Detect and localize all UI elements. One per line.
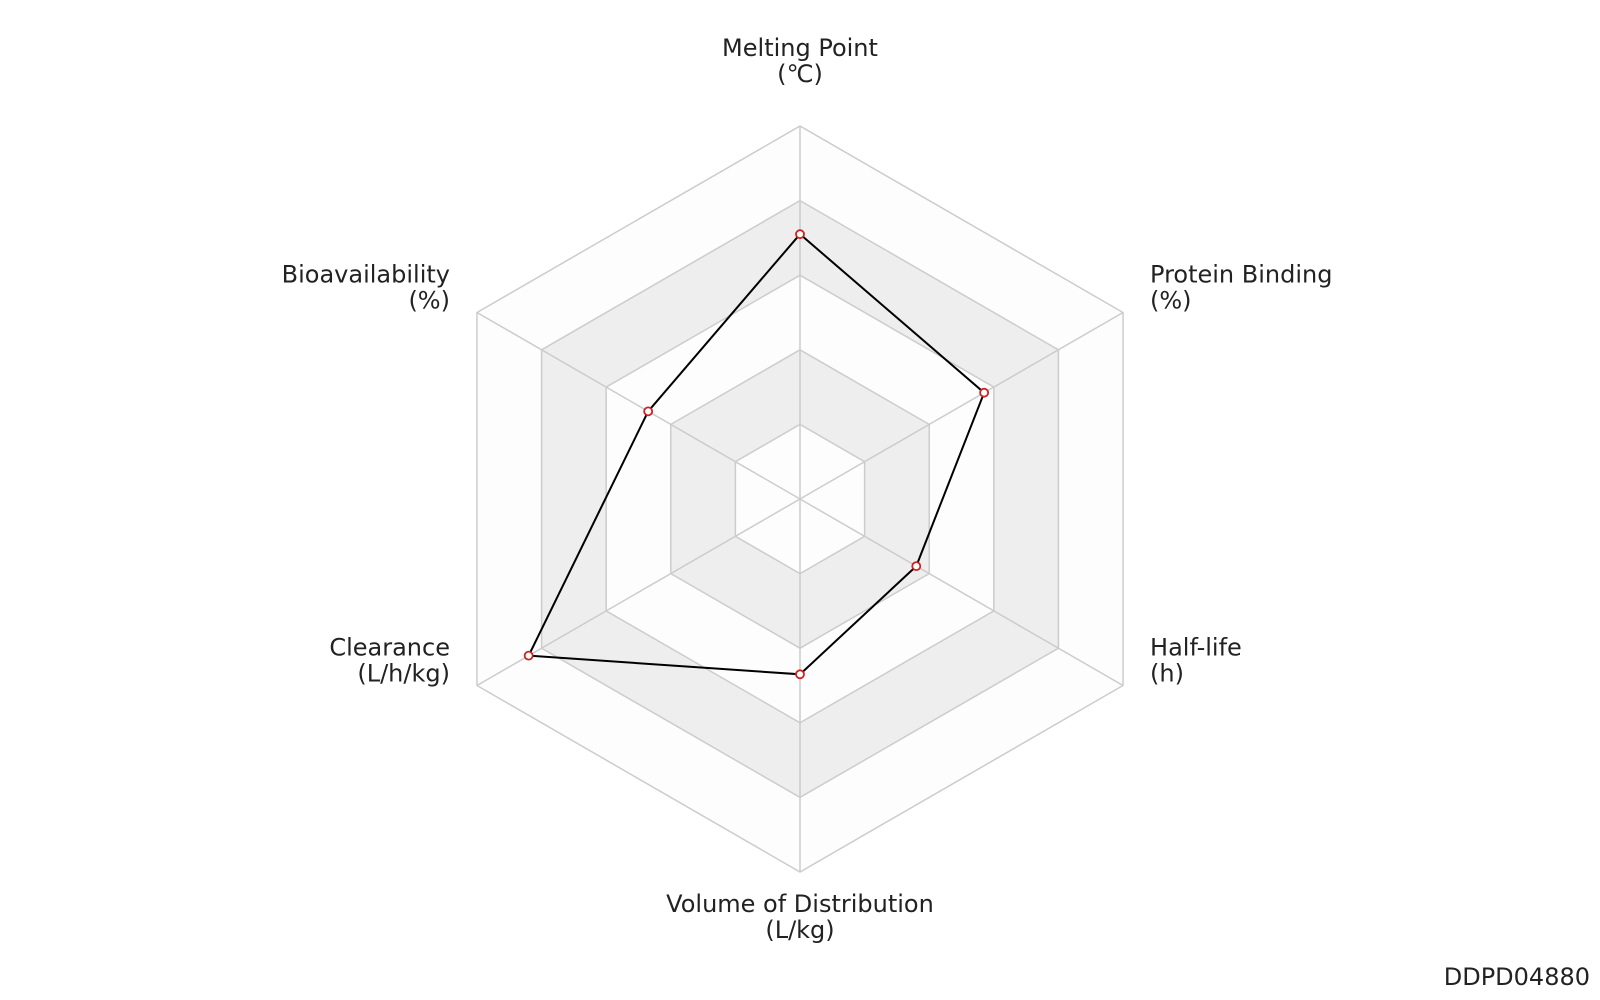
watermark: DDPD04880 xyxy=(1444,963,1590,991)
axis-label: Protein Binding xyxy=(1150,261,1332,289)
axis-label: Melting Point xyxy=(722,34,878,62)
axis-unit: (h) xyxy=(1150,660,1184,688)
axis-label: Bioavailability xyxy=(282,261,450,289)
axis-unit: (L/kg) xyxy=(765,916,834,944)
data-point xyxy=(911,561,922,572)
axis-unit: (%) xyxy=(1150,287,1192,315)
spoke xyxy=(799,498,1124,687)
data-point xyxy=(523,650,534,661)
axis-label: Volume of Distribution xyxy=(666,890,934,918)
axis-unit: (%) xyxy=(408,287,450,315)
axis-label: Clearance xyxy=(329,634,450,662)
data-point xyxy=(795,229,805,240)
spoke xyxy=(476,311,801,500)
data-point xyxy=(979,387,990,398)
axis-unit: (L/h/kg) xyxy=(357,660,450,688)
spoke xyxy=(799,311,1124,500)
axis-unit: (℃) xyxy=(777,60,823,88)
axis-label: Half-life xyxy=(1150,634,1242,662)
data-point xyxy=(643,406,654,417)
data-point xyxy=(795,669,805,680)
